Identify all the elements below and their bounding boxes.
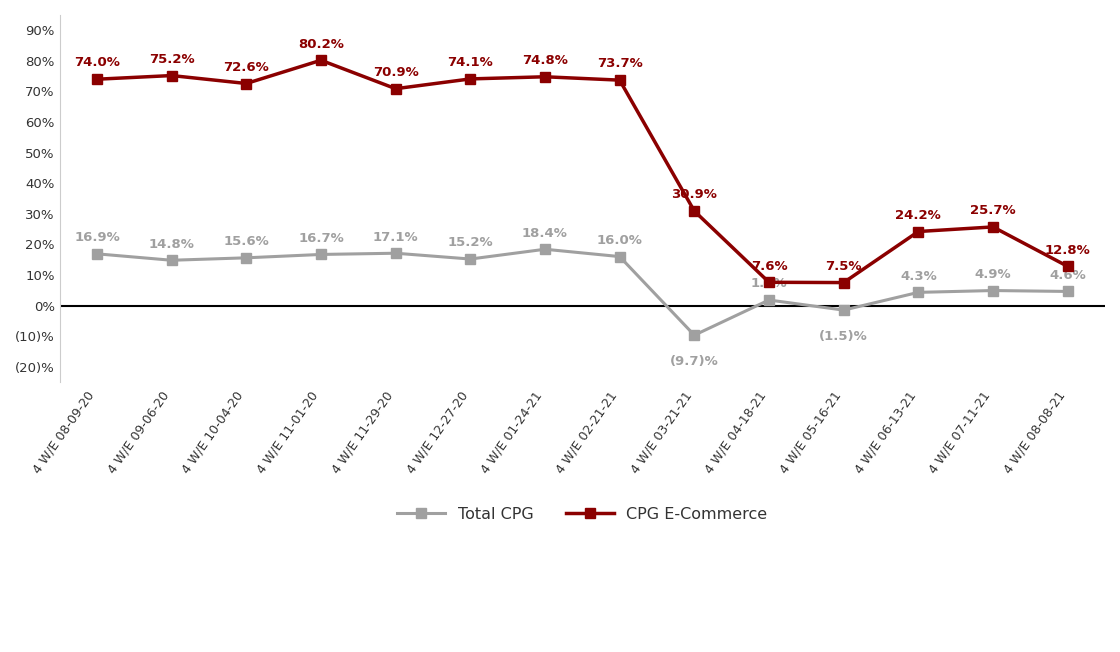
Text: 73.7%: 73.7% [597,57,643,70]
Text: 25.7%: 25.7% [970,204,1016,217]
CPG E-Commerce [165,72,178,80]
Text: 18.4%: 18.4% [522,226,568,239]
Line: Total CPG: Total CPG [92,244,1073,340]
Total CPG [389,249,402,257]
Text: 30.9%: 30.9% [671,188,717,201]
CPG E-Commerce [987,223,1000,231]
Total CPG [987,287,1000,295]
CPG E-Commerce [315,56,328,64]
Text: 17.1%: 17.1% [373,231,419,243]
Text: 74.1%: 74.1% [447,56,493,69]
Text: (9.7)%: (9.7)% [670,355,719,368]
Text: 16.9%: 16.9% [74,231,120,244]
Text: 70.9%: 70.9% [373,66,419,79]
Text: 24.2%: 24.2% [896,209,941,222]
Text: 16.0%: 16.0% [597,234,643,247]
Legend: Total CPG, CPG E-Commerce: Total CPG, CPG E-Commerce [391,500,774,528]
Text: 12.8%: 12.8% [1045,244,1091,257]
Text: 74.8%: 74.8% [522,54,568,67]
Text: 74.0%: 74.0% [74,57,120,70]
Line: CPG E-Commerce: CPG E-Commerce [92,55,1073,288]
CPG E-Commerce [613,76,626,84]
Total CPG [91,250,104,258]
Text: 4.3%: 4.3% [900,270,936,283]
CPG E-Commerce [91,76,104,83]
Text: 4.9%: 4.9% [974,268,1011,281]
Total CPG [763,296,776,304]
CPG E-Commerce [464,75,477,83]
CPG E-Commerce [1061,263,1074,271]
Total CPG [1061,288,1074,295]
Total CPG [912,288,925,296]
Text: 7.5%: 7.5% [825,260,862,273]
Text: (1.5)%: (1.5)% [819,329,868,342]
CPG E-Commerce [912,228,925,235]
Text: 80.2%: 80.2% [298,38,344,51]
Text: 75.2%: 75.2% [149,53,195,66]
Text: 14.8%: 14.8% [149,237,195,250]
Text: 15.6%: 15.6% [223,235,269,248]
CPG E-Commerce [539,73,552,81]
CPG E-Commerce [763,278,776,286]
CPG E-Commerce [389,85,402,93]
Total CPG [464,255,477,263]
CPG E-Commerce [837,278,850,286]
Total CPG [688,331,701,339]
Total CPG [240,254,253,261]
Total CPG [315,250,328,258]
CPG E-Commerce [688,207,701,215]
Text: 7.6%: 7.6% [750,259,787,273]
Total CPG [837,306,850,314]
Text: 72.6%: 72.6% [223,61,269,74]
Text: 15.2%: 15.2% [448,236,493,249]
CPG E-Commerce [240,80,253,87]
Text: 1.8%: 1.8% [750,277,787,290]
Total CPG [165,256,178,264]
Total CPG [539,245,552,253]
Text: 16.7%: 16.7% [298,231,344,244]
Text: 4.6%: 4.6% [1049,269,1086,282]
Total CPG [613,253,626,261]
